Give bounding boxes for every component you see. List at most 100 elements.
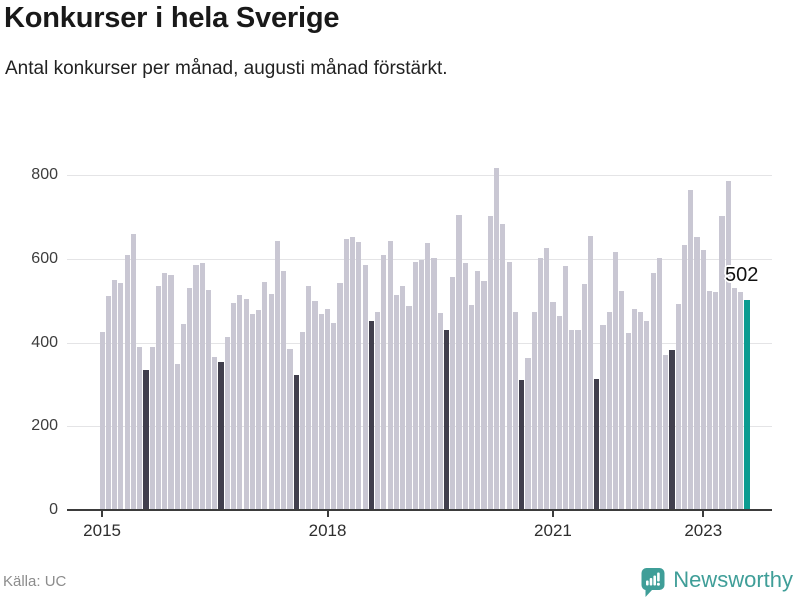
bar — [231, 303, 237, 510]
bar — [349, 236, 356, 510]
bar — [193, 265, 199, 510]
bar — [631, 308, 637, 510]
bar — [262, 281, 268, 510]
bar — [569, 329, 575, 510]
bar — [324, 309, 331, 510]
bar — [162, 272, 168, 510]
chart-subtitle: Antal konkurser per månad, augusti månad… — [5, 58, 448, 79]
bar — [155, 286, 162, 510]
bar — [494, 167, 500, 510]
bar-august — [368, 321, 374, 510]
bar — [462, 262, 468, 510]
bar — [406, 305, 412, 510]
bar — [118, 283, 124, 510]
bar — [656, 258, 662, 510]
bar — [719, 216, 725, 510]
gridline — [67, 175, 772, 176]
bar — [375, 311, 381, 510]
bar — [437, 313, 443, 510]
bar — [306, 285, 312, 510]
bar — [362, 264, 368, 510]
bar — [418, 260, 425, 510]
bar — [525, 357, 531, 510]
bar — [506, 261, 512, 510]
bar — [343, 238, 349, 510]
bar — [600, 325, 606, 510]
bar — [706, 290, 713, 510]
bar — [550, 302, 556, 510]
bar — [700, 249, 706, 510]
bar — [431, 258, 437, 510]
page-title: Konkurser i hela Sverige — [4, 2, 340, 34]
bar — [124, 254, 130, 510]
newsworthy-wordmark: Newsworthy — [673, 567, 793, 592]
bar — [199, 263, 205, 510]
bar — [287, 349, 293, 510]
bar — [137, 346, 143, 510]
source-credit: Källa: UC — [3, 573, 67, 590]
bar — [105, 295, 111, 510]
x-tick-label: 2018 — [308, 521, 347, 540]
bar — [688, 190, 694, 510]
bar — [512, 311, 518, 510]
bar — [224, 337, 230, 510]
bar — [256, 309, 262, 510]
bar — [318, 314, 324, 510]
bar — [412, 261, 418, 510]
bar — [487, 216, 493, 510]
bar-august — [519, 380, 525, 510]
bar — [425, 243, 431, 510]
bar — [99, 331, 105, 510]
bar — [650, 272, 656, 510]
bar — [187, 288, 193, 510]
x-axis-tick — [101, 511, 104, 517]
bar — [356, 242, 362, 510]
bar — [587, 235, 594, 510]
gridline — [67, 258, 772, 260]
bar — [268, 293, 274, 510]
bar — [619, 290, 625, 510]
bar — [468, 304, 475, 510]
bar — [725, 180, 731, 510]
bar — [149, 346, 155, 510]
bar — [606, 312, 612, 510]
bar — [381, 254, 387, 510]
bar — [130, 233, 136, 510]
latest-value-label: 502 — [725, 264, 759, 286]
bar — [638, 312, 644, 510]
bar — [450, 277, 456, 510]
bar — [663, 355, 669, 510]
bar — [581, 283, 587, 510]
bar — [575, 329, 581, 510]
bar — [205, 289, 212, 510]
bar — [713, 292, 719, 510]
bar-august — [218, 361, 224, 510]
bar — [387, 240, 393, 510]
bar — [281, 271, 287, 510]
bar — [337, 283, 343, 510]
bar — [537, 258, 544, 510]
bar — [237, 294, 243, 510]
bar — [274, 240, 281, 510]
bar — [174, 363, 180, 510]
bar — [168, 274, 174, 510]
bar — [331, 323, 337, 510]
bar — [180, 323, 187, 510]
bar — [625, 333, 631, 510]
bar — [738, 292, 744, 510]
bar — [644, 320, 650, 510]
bar-august — [594, 378, 600, 510]
y-tick-label: 400 — [31, 333, 58, 351]
bar — [544, 248, 550, 510]
bar — [694, 237, 700, 510]
bar — [400, 285, 406, 510]
bar — [475, 271, 481, 510]
newsworthy-bubble-barchart-icon — [640, 567, 666, 603]
bar-august — [669, 350, 675, 510]
x-axis-tick — [702, 511, 705, 517]
y-tick-label: 0 — [49, 501, 58, 518]
bar-current-august — [744, 299, 750, 510]
x-tick-label: 2021 — [534, 521, 572, 540]
bar — [249, 313, 255, 510]
